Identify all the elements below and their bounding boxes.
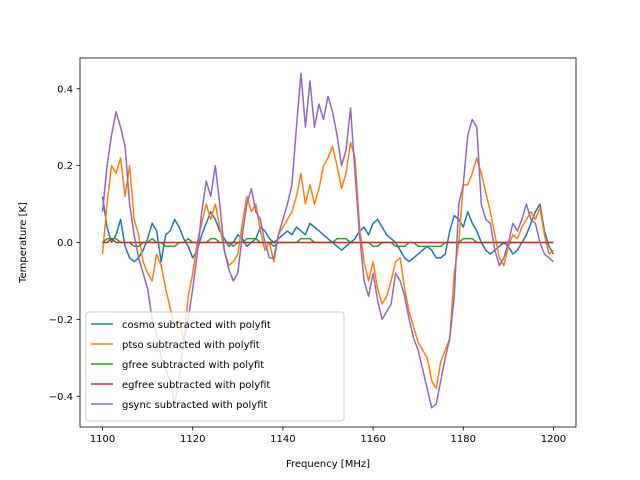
x-tick-label: 1140	[270, 434, 295, 445]
x-tick-label: 1100	[90, 434, 115, 445]
legend-box	[85, 311, 345, 422]
x-tick-label: 1180	[451, 434, 476, 445]
y-tick-label: 0.4	[57, 84, 73, 95]
x-axis-label: Frequency [MHz]	[286, 459, 370, 470]
legend-entry: gsync subtracted with polyfit	[122, 400, 267, 411]
y-tick-label: −0.2	[49, 315, 73, 326]
legend-entry: cosmo subtracted with polyfit	[122, 320, 271, 331]
legend-entry: egfree subtracted with polyfit	[122, 380, 270, 391]
x-axis-ticks: 1100 1120 1140 1160 1180 1200	[90, 427, 566, 445]
legend-entry: ptso subtracted with polyfit	[122, 340, 260, 351]
y-tick-label: 0.2	[57, 161, 73, 172]
x-tick-label: 1160	[360, 434, 385, 445]
x-tick-label: 1120	[180, 434, 205, 445]
y-tick-label: −0.4	[49, 392, 73, 403]
y-axis-label: Temperature [K]	[18, 202, 29, 284]
legend: cosmo subtracted with polyfit ptso subtra…	[85, 311, 345, 422]
x-tick-label: 1200	[541, 434, 566, 445]
legend-entry: gfree subtracted with polyfit	[122, 360, 264, 371]
series-line-0	[101, 196, 555, 263]
y-tick-label: 0.0	[57, 238, 73, 249]
series-line-3	[102, 237, 554, 244]
y-axis-ticks: −0.4 −0.2 0.0 0.2 0.4	[49, 84, 80, 403]
